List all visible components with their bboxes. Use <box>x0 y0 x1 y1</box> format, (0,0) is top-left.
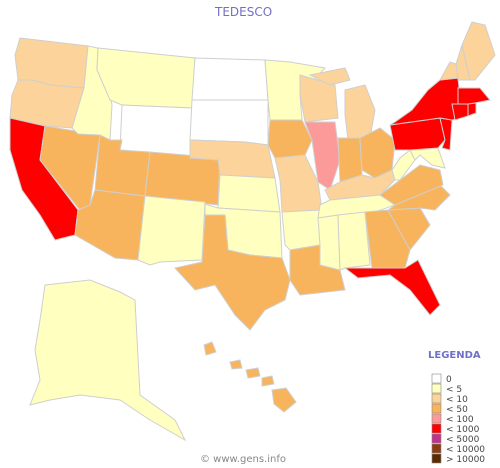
state-sd <box>189 99 269 146</box>
legend-label: < 1000 <box>446 425 480 435</box>
legend-label: < 10 <box>446 395 468 405</box>
state-nd <box>191 57 269 101</box>
legend-label: 0 <box>446 375 452 385</box>
state-vt <box>439 61 459 81</box>
legend-label: < 50 <box>446 405 468 415</box>
state-ma <box>457 87 491 105</box>
state-ga <box>364 209 411 269</box>
state-md <box>409 147 446 169</box>
legend-label: < 100 <box>446 415 474 425</box>
legend-label: > 10000 <box>446 455 485 465</box>
state-in <box>337 137 363 183</box>
state-mt <box>96 47 196 109</box>
state-nh <box>455 43 471 81</box>
legend-swatch <box>431 453 442 464</box>
state-fl <box>343 259 441 316</box>
legend-swatch <box>431 373 442 384</box>
state-oh <box>359 127 396 179</box>
state-ms <box>317 214 341 271</box>
state-hi <box>203 341 297 413</box>
state-ar <box>281 209 323 251</box>
state-mi <box>344 84 376 141</box>
state-al <box>337 211 371 271</box>
state-nm <box>137 195 206 266</box>
legend-swatch <box>431 423 442 434</box>
legend-label: < 5000 <box>446 435 480 445</box>
legend-title: LEGENDA <box>428 350 481 361</box>
state-wy <box>119 104 193 159</box>
state-ak <box>29 279 187 442</box>
legend-label: < 5 <box>446 385 462 395</box>
legend-swatch <box>431 413 442 424</box>
state-ia <box>267 119 313 159</box>
state-ks <box>217 174 281 213</box>
legend: 0< 5< 10< 50< 100< 1000< 5000< 10000> 10… <box>431 373 485 465</box>
legend-swatch <box>431 443 442 454</box>
state-tx <box>174 214 291 331</box>
state-me <box>461 21 496 81</box>
legend-swatch <box>431 403 442 414</box>
legend-swatch <box>431 383 442 394</box>
state-mi-up <box>308 67 351 86</box>
state-ny <box>389 77 463 126</box>
legend-swatch <box>431 393 442 404</box>
state-ri <box>467 102 477 117</box>
legend-label: < 10000 <box>446 445 485 455</box>
legend-swatch <box>431 433 442 444</box>
footer: © www.gens.info <box>200 454 286 465</box>
us-map <box>9 21 496 442</box>
state-ct <box>451 103 469 121</box>
map-title: TEDESCO <box>214 5 272 19</box>
